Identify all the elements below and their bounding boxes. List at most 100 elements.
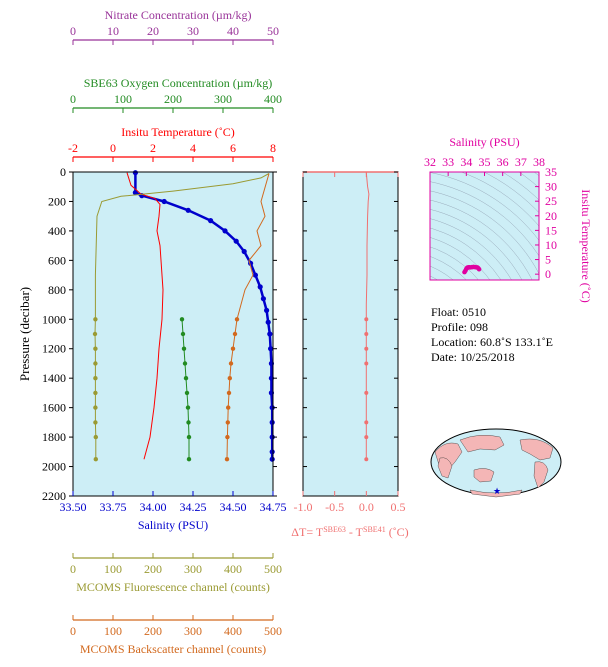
- salinity-tick-label: 33.75: [100, 500, 127, 514]
- y-tick-label: 200: [48, 194, 66, 208]
- main-plot-axes: 0200400600800100012001400160018002000220…: [17, 8, 287, 656]
- dt-axis-title-part: - T: [346, 525, 364, 539]
- salinity-sample-point: [269, 449, 275, 455]
- dt-tick-label: -1.0: [294, 500, 313, 514]
- salinity-sample-point: [208, 218, 214, 224]
- oxygen-sample-point: [183, 376, 189, 381]
- fluorescence-sample-point: [93, 361, 98, 366]
- ts-plot-marks: [430, 172, 539, 280]
- map-land-americas: [519, 438, 554, 461]
- nitrate-tick-label: 30: [187, 24, 199, 38]
- ts-x-tick-label: 32: [424, 155, 436, 169]
- salinity-sample-point: [257, 284, 263, 290]
- oxygen-sample-point: [180, 331, 186, 337]
- dt-tick-label: 0.0: [359, 500, 374, 514]
- temperature-tick-label: 2: [150, 141, 156, 155]
- backscatter-tick-label: 300: [184, 624, 202, 638]
- dt-axis-title-part: (˚C): [386, 525, 409, 539]
- dt-plot-axes: -1.0 -0.5 0.0 0.5 ΔT= TSBE63 - TSBE41 (˚C): [291, 171, 409, 539]
- salinity-sample-point: [241, 248, 247, 255]
- ts-x-tick-label: 35: [479, 155, 491, 169]
- y-tick-label: 2000: [42, 460, 66, 474]
- y-tick-label: 1800: [42, 430, 66, 444]
- oxygen-sample-point: [184, 390, 190, 396]
- map-land-africa: [437, 457, 453, 479]
- backscatter-tick-label: 500: [264, 624, 282, 638]
- nitrate-tick-label: 10: [107, 24, 119, 38]
- date: Date: 10/25/2018: [431, 350, 515, 364]
- backscatter-sample-point: [226, 390, 232, 396]
- fluorescence-tick-label: 400: [224, 562, 242, 576]
- backscatter-tick-label: 100: [104, 624, 122, 638]
- map-land-australia: [473, 468, 495, 483]
- salinity-sample-point: [268, 346, 274, 352]
- salinity-sample-point: [233, 238, 239, 244]
- ts-y-tick-label: 5: [545, 253, 551, 267]
- salinity-sample-point: [267, 331, 273, 337]
- oxygen-tick-label: 200: [164, 92, 182, 106]
- ts-x-tick-label: 36: [497, 155, 509, 169]
- nitrate-axis-title: Nitrate Concentration (µm/kg): [105, 8, 252, 22]
- temperature-tick-label: 8: [270, 141, 276, 155]
- oxygen-sample-point: [186, 420, 191, 425]
- fluorescence-axis-title: MCOMS Fluorescence channel (counts): [76, 580, 270, 594]
- oxygen-sample-point: [182, 361, 188, 366]
- location: Location: 60.8˚S 133.1˚E: [431, 335, 553, 349]
- fluorescence-tick-label: 100: [104, 562, 122, 576]
- dt-axis-title-sup: SBE63: [323, 525, 346, 534]
- oxygen-profile-line: [181, 319, 190, 460]
- float-id: Float: 0510: [431, 305, 486, 319]
- dt-sample-point: [364, 346, 369, 351]
- dt-sample-point: [364, 420, 369, 425]
- salinity-sample-point: [264, 307, 270, 313]
- backscatter-sample-point: [225, 420, 230, 425]
- dt-tick-label: 0.5: [391, 500, 406, 514]
- nitrate-tick-label: 40: [227, 24, 239, 38]
- backscatter-sample-point: [227, 376, 232, 381]
- ts-y-tick-label: 35: [545, 165, 557, 179]
- fluorescence-sample-point: [93, 376, 98, 381]
- y-tick-label: 1000: [42, 312, 66, 326]
- oxygen-sample-point: [179, 317, 185, 322]
- float-location-marker: ★: [493, 486, 501, 496]
- temperature-profile-line: [126, 172, 164, 460]
- salinity-tick-label: 33.50: [60, 500, 87, 514]
- oxygen-sample-point: [185, 405, 191, 410]
- salinity-sample-point: [222, 228, 228, 234]
- fluorescence-tick-label: 500: [264, 562, 282, 576]
- backscatter-sample-point: [224, 457, 230, 462]
- temperature-tick-label: 4: [190, 141, 196, 155]
- ts-plot-axes: 32 33 34 35 36 37 38 Salinity (PSU) 051015202530…: [424, 135, 593, 303]
- salinity-sample-point: [265, 319, 271, 325]
- dt-sample-point: [364, 361, 369, 366]
- fluorescence-tick-label: 300: [184, 562, 202, 576]
- fluorescence-sample-point: [93, 405, 98, 410]
- salinity-tick-label: 34.50: [220, 500, 247, 514]
- dt-tick-label: -0.5: [325, 500, 344, 514]
- backscatter-sample-point: [228, 361, 234, 366]
- main-plot-area: [73, 172, 273, 496]
- main-frame: [72, 171, 274, 497]
- map-land-antarctica: [469, 489, 523, 498]
- backscatter-sample-point: [226, 405, 231, 410]
- ts-y-tick-label: 10: [545, 238, 557, 252]
- salinity-sample-point: [269, 419, 275, 425]
- temperature-tick-label: 0: [110, 141, 116, 155]
- backscatter-sample-point: [225, 434, 230, 440]
- dt-profile-line: [365, 172, 370, 460]
- world-map: ★: [430, 428, 562, 498]
- nitrate-tick-label: 20: [147, 24, 159, 38]
- fluorescence-sample-point: [92, 331, 98, 337]
- salinity-tick-label: 34.25: [180, 500, 207, 514]
- fluorescence-sample-point: [93, 317, 98, 322]
- fluorescence-sample-point: [93, 420, 98, 425]
- nitrate-tick-label: 0: [70, 24, 76, 38]
- y-tick-label: 0: [60, 165, 66, 179]
- ts-x-tick-label: 38: [533, 155, 545, 169]
- ts-y-tick-label: 20: [545, 209, 557, 223]
- y-tick-label: 2200: [42, 489, 66, 503]
- y-tick-label: 1600: [42, 401, 66, 415]
- salinity-axis-title: Salinity (PSU): [138, 518, 208, 532]
